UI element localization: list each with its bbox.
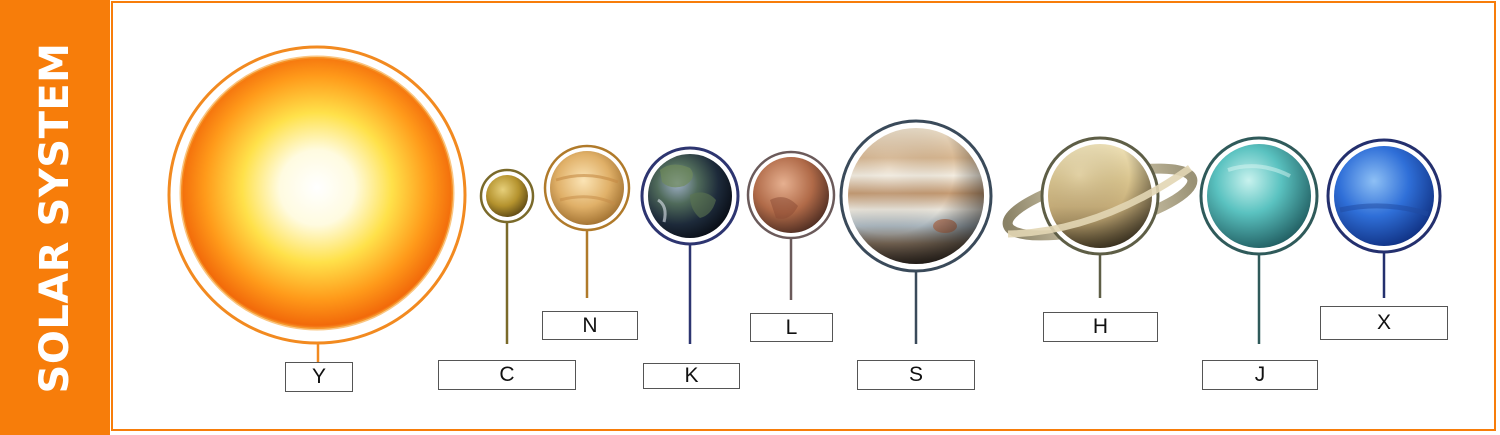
sun bbox=[167, 45, 467, 345]
mercury-label: C bbox=[438, 360, 576, 390]
sidebar-banner: SOLAR SYSTEM bbox=[0, 0, 110, 435]
mars-label: L bbox=[750, 313, 833, 342]
diagram-frame bbox=[111, 1, 1496, 431]
saturn-label: H bbox=[1043, 312, 1158, 342]
mars bbox=[746, 150, 836, 240]
neptune-label: X bbox=[1320, 306, 1448, 340]
jupiter-label: S bbox=[857, 360, 975, 390]
mercury bbox=[479, 168, 535, 224]
uranus bbox=[1199, 136, 1319, 256]
connector-lines bbox=[316, 222, 1386, 362]
jupiter bbox=[839, 119, 993, 273]
sun-label: Y bbox=[285, 362, 353, 392]
neptune bbox=[1326, 138, 1442, 254]
venus bbox=[543, 144, 631, 232]
uranus-label: J bbox=[1202, 360, 1318, 390]
earth bbox=[640, 146, 740, 246]
venus-label: N bbox=[542, 311, 638, 340]
saturn bbox=[1002, 136, 1198, 256]
earth-label: K bbox=[643, 363, 740, 389]
